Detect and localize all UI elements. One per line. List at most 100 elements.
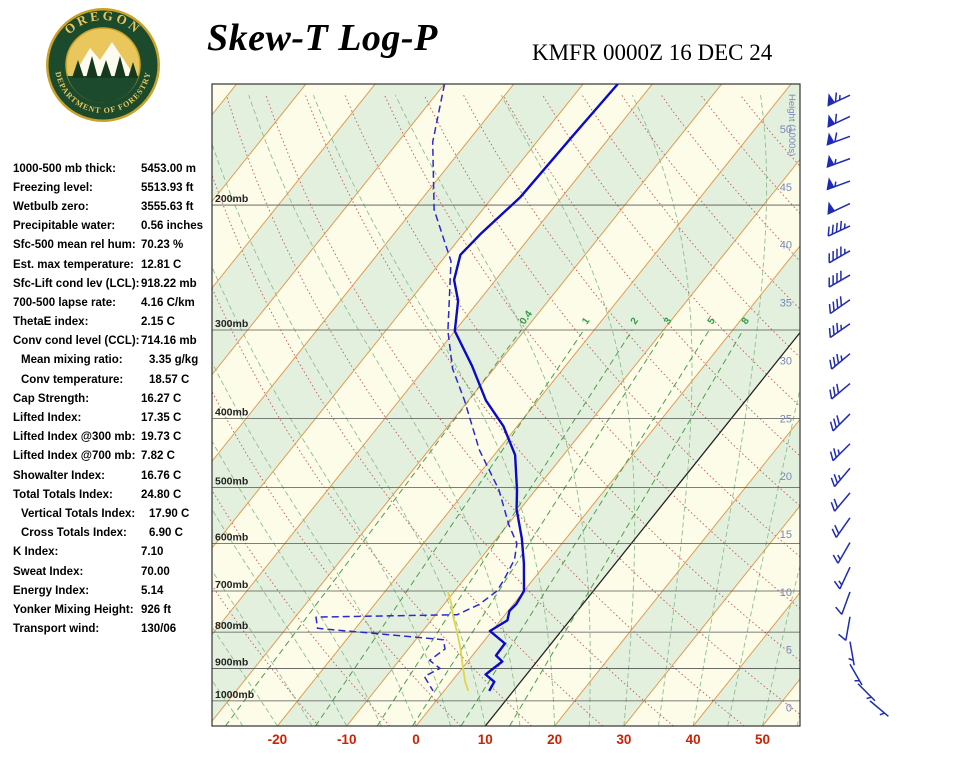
temperature-trace [452, 84, 619, 692]
indices-panel: 1000-500 mb thick: 5453.00 m Freezing leve… [13, 159, 211, 639]
dry-adiabats [212, 94, 800, 726]
index-row: K Index: 7.10 [13, 543, 211, 562]
index-row: Showalter Index: 16.76 C [13, 466, 211, 485]
wind-barb [826, 154, 851, 168]
wind-barb [826, 132, 851, 146]
index-value: 130/06 [141, 623, 177, 636]
index-label: 1000-500 mb thick: [13, 162, 116, 175]
index-label: Sweat Index: [13, 565, 84, 578]
height-axis-title: Height (1000s) [786, 94, 797, 156]
index-row: ThetaE index: 2.15 C [13, 313, 211, 332]
wind-barb [828, 246, 851, 264]
wind-barb [832, 542, 851, 564]
index-value: 2.15 C [141, 316, 175, 329]
index-value: 16.76 C [141, 469, 182, 482]
wind-barb [857, 683, 876, 702]
index-label: Conv cond level (CCL): [13, 335, 140, 348]
svg-text:10: 10 [478, 732, 493, 747]
index-row: Conv cond level (CCL): 714.16 mb [13, 332, 211, 351]
index-value: 18.57 C [149, 373, 190, 386]
svg-text:50: 50 [780, 124, 792, 136]
svg-text:30: 30 [616, 732, 631, 747]
svg-text:200mb: 200mb [215, 193, 248, 205]
index-row: Total Totals Index: 24.80 C [13, 485, 211, 504]
moist-adiabats [212, 94, 800, 726]
index-label: ThetaE index: [13, 316, 89, 329]
index-label: Energy Index: [13, 584, 90, 597]
chart-frame [211, 83, 801, 727]
index-row: Cross Totals Index: 6.90 C [13, 524, 211, 543]
svg-text:5: 5 [786, 645, 792, 657]
station-id: KMFR 0000Z 16 DEC 24 [532, 40, 773, 65]
wind-barb [826, 177, 851, 191]
pressure-lines [212, 204, 800, 702]
index-value: 12.81 C [141, 258, 182, 271]
index-value: 6.90 C [149, 527, 183, 540]
pressure-labels: 200mb 300mb 400mb 500mb 600mb 700mb 800mb 900mb… [215, 193, 254, 701]
wind-barb [827, 201, 851, 215]
svg-text:10: 10 [780, 587, 792, 599]
index-label: Sfc-500 mean rel hum: [13, 239, 136, 252]
skewt-chart: 0.4 1 2 3 5 8200mb300mb400mb500mb600mb700mb80… [211, 83, 889, 747]
svg-text:25: 25 [780, 413, 792, 425]
svg-text:15: 15 [780, 529, 792, 541]
wind-barb [831, 517, 851, 538]
mixing-ratio-label: 1 [580, 315, 592, 326]
index-row: Precipitable water: 0.56 inches [13, 217, 211, 236]
wind-barb [828, 322, 851, 339]
wind-barb [829, 382, 851, 400]
svg-text:800mb: 800mb [215, 620, 248, 632]
index-label: Wetbulb zero: [13, 200, 89, 213]
mixing-ratio-label: 5 [706, 315, 718, 326]
logo-ground [67, 76, 139, 103]
index-value: 918.22 mb [141, 277, 197, 290]
mixing-ratio-label: 8 [740, 315, 752, 326]
index-label: Vertical Totals Index: [21, 507, 136, 520]
svg-text:400mb: 400mb [215, 407, 248, 419]
parcel-trace [446, 590, 470, 692]
index-row: Sweat Index: 70.00 [13, 562, 211, 581]
index-label: 700-500 lapse rate: [13, 296, 116, 309]
wind-barb [869, 700, 889, 717]
index-row: 700-500 lapse rate: 4.16 C/km [13, 293, 211, 312]
index-label: Precipitable water: [13, 220, 116, 233]
svg-text:50: 50 [755, 732, 770, 747]
wind-barb [827, 92, 851, 107]
svg-text:700mb: 700mb [215, 579, 248, 591]
index-label: Lifted Index @300 mb: [13, 431, 136, 444]
index-value: 5453.00 m [141, 162, 196, 175]
wind-barb [830, 492, 851, 512]
index-label: Transport wind: [13, 623, 100, 636]
wind-barb [833, 566, 851, 590]
wind-barb [848, 641, 855, 666]
mixing-ratio-label: 2 [629, 315, 641, 326]
svg-text:900mb: 900mb [215, 656, 248, 668]
wind-barb [829, 413, 851, 432]
svg-text:40: 40 [780, 240, 792, 252]
wind-barb [838, 616, 851, 641]
index-value: 24.80 C [141, 488, 182, 501]
svg-text:20: 20 [780, 471, 792, 483]
index-label: Mean mixing ratio: [21, 354, 123, 367]
index-label: Lifted Index @700 mb: [13, 450, 136, 463]
wind-barb [830, 467, 851, 488]
svg-text:45: 45 [780, 182, 792, 194]
svg-text:35: 35 [780, 298, 792, 310]
index-value: 17.35 C [141, 412, 182, 425]
svg-text:0: 0 [786, 703, 792, 715]
x-axis-labels: -20 -10 0 10 20 30 40 50 [268, 732, 770, 747]
index-row: Sfc-500 mean rel hum: 70.23 % [13, 236, 211, 255]
index-value: 16.27 C [141, 392, 182, 405]
index-label: Lifted Index: [13, 412, 82, 425]
index-row: Lifted Index @700 mb: 7.82 C [13, 447, 211, 466]
svg-text:500mb: 500mb [215, 475, 248, 487]
wind-barb [828, 270, 851, 288]
index-row: Vertical Totals Index: 17.90 C [13, 504, 211, 523]
svg-text:1000mb: 1000mb [215, 689, 254, 701]
index-row: Energy Index: 5.14 [13, 581, 211, 600]
logo-trees [72, 56, 138, 78]
index-label: Conv temperature: [21, 373, 124, 386]
svg-text:0: 0 [412, 732, 420, 747]
